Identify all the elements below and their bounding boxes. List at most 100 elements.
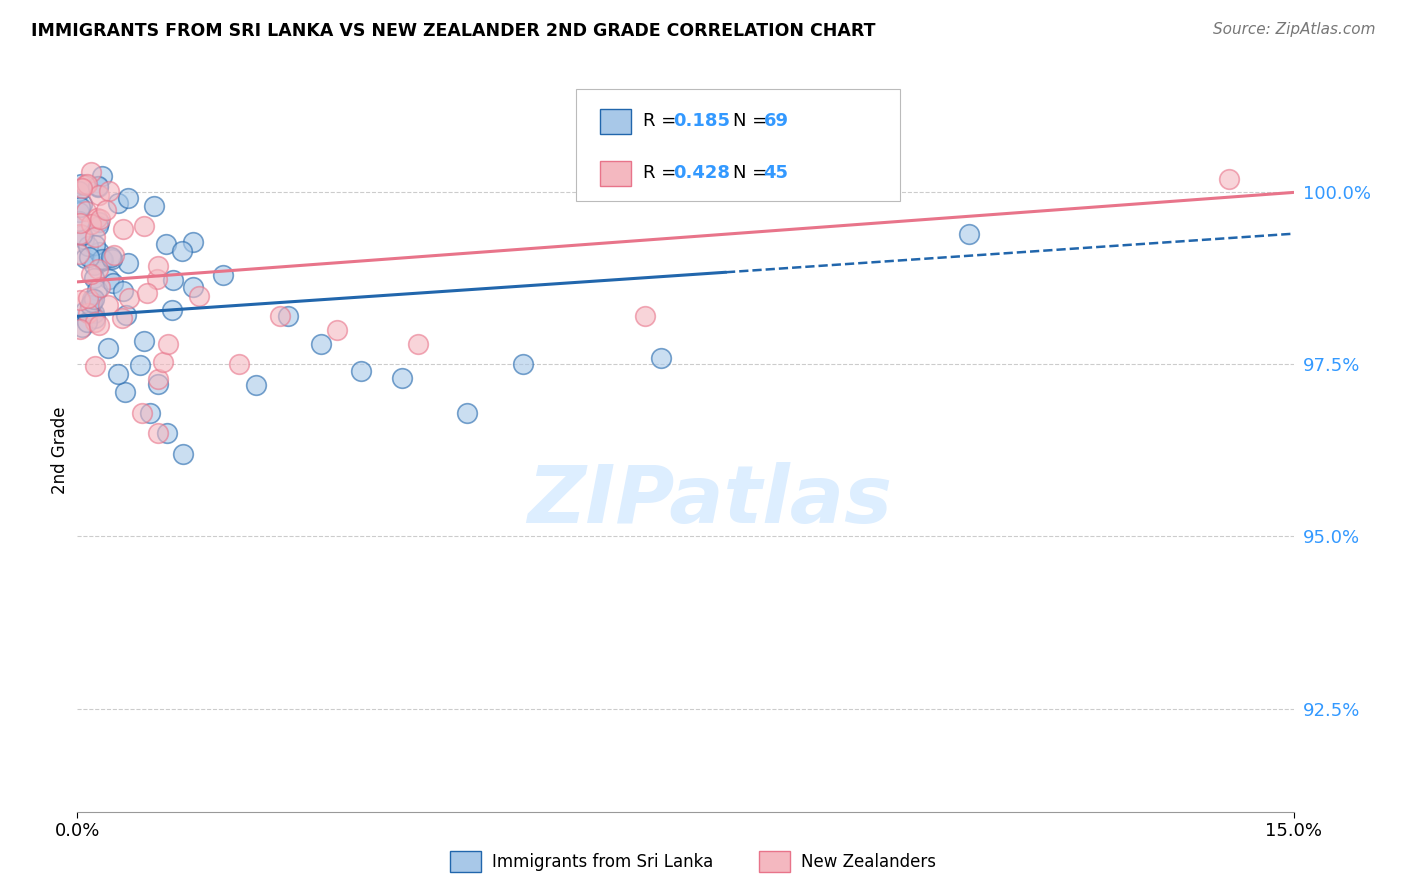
Point: [129, 358, 152, 372]
Point: [77, 291, 100, 305]
Point: [75, 178, 97, 193]
Point: [87, 219, 110, 233]
Text: New Zealanders: New Zealanders: [801, 854, 936, 871]
Point: [146, 259, 169, 273]
Point: [160, 303, 183, 318]
Point: [67, 184, 90, 198]
Point: [90, 169, 112, 184]
Point: [77, 306, 100, 320]
Point: [117, 191, 139, 205]
Text: R =: R =: [643, 112, 682, 130]
Text: 0.185: 0.185: [673, 112, 731, 130]
Point: [69, 247, 91, 261]
Point: [100, 250, 122, 264]
Point: [391, 371, 413, 385]
Point: [512, 358, 534, 372]
Point: [83, 310, 105, 325]
Point: [146, 377, 169, 392]
Text: Source: ZipAtlas.com: Source: ZipAtlas.com: [1212, 22, 1375, 37]
Point: [80, 299, 103, 313]
Point: [132, 334, 155, 348]
Point: [152, 354, 174, 368]
Point: [83, 258, 105, 272]
Point: [98, 272, 121, 286]
Point: [139, 406, 162, 420]
Point: [188, 288, 211, 302]
Point: [117, 256, 139, 270]
Point: [212, 268, 235, 282]
Point: [103, 248, 125, 262]
Point: [79, 298, 101, 312]
Point: [1218, 171, 1240, 186]
Point: [155, 237, 177, 252]
Point: [91, 252, 114, 266]
Point: [181, 235, 204, 250]
Point: [84, 238, 107, 252]
Text: 0.428: 0.428: [673, 164, 731, 182]
Point: [73, 304, 96, 318]
Point: [69, 321, 91, 335]
Point: [245, 378, 267, 392]
Point: [115, 308, 138, 322]
Point: [84, 230, 107, 244]
Point: [69, 217, 91, 231]
Point: [142, 199, 165, 213]
Point: [118, 291, 141, 305]
Point: [83, 292, 105, 306]
Text: N =: N =: [733, 164, 772, 182]
Text: Immigrants from Sri Lanka: Immigrants from Sri Lanka: [492, 854, 713, 871]
Point: [67, 204, 90, 219]
Point: [67, 214, 90, 228]
Text: IMMIGRANTS FROM SRI LANKA VS NEW ZEALANDER 2ND GRADE CORRELATION CHART: IMMIGRANTS FROM SRI LANKA VS NEW ZEALAND…: [31, 22, 876, 40]
Point: [91, 252, 114, 267]
Point: [83, 306, 105, 320]
Point: [76, 315, 98, 329]
Point: [86, 283, 108, 297]
Point: [112, 222, 135, 236]
Point: [82, 293, 104, 307]
Point: [70, 181, 93, 195]
Point: [97, 341, 120, 355]
Point: [136, 286, 159, 301]
Point: [87, 318, 110, 332]
Point: [97, 184, 120, 198]
Point: [87, 245, 110, 260]
Point: [107, 368, 129, 382]
Text: 45: 45: [763, 164, 789, 182]
Point: [70, 197, 93, 211]
Point: [72, 320, 94, 334]
Point: [172, 447, 194, 461]
Point: [77, 239, 100, 253]
Point: [87, 180, 110, 194]
Text: 69: 69: [763, 112, 789, 130]
Point: [86, 211, 108, 225]
Point: [69, 227, 91, 241]
Point: [83, 359, 105, 374]
Point: [73, 232, 96, 246]
Point: [155, 426, 177, 441]
Point: [146, 372, 169, 386]
Point: [69, 177, 91, 191]
Point: [107, 196, 129, 211]
Point: [634, 310, 657, 324]
Point: [70, 227, 93, 242]
Point: [87, 215, 110, 229]
Point: [89, 280, 111, 294]
Point: [111, 311, 134, 326]
Point: [76, 177, 98, 191]
Point: [406, 336, 429, 351]
Point: [96, 202, 118, 217]
Point: [228, 358, 250, 372]
Point: [350, 364, 373, 378]
Point: [114, 384, 136, 399]
Point: [277, 310, 299, 324]
Point: [162, 273, 184, 287]
Point: [82, 294, 104, 309]
Point: [326, 323, 349, 337]
Point: [75, 204, 97, 219]
Point: [69, 293, 91, 308]
Point: [87, 188, 110, 202]
Point: [146, 272, 169, 286]
Point: [111, 284, 134, 298]
Point: [87, 179, 110, 194]
